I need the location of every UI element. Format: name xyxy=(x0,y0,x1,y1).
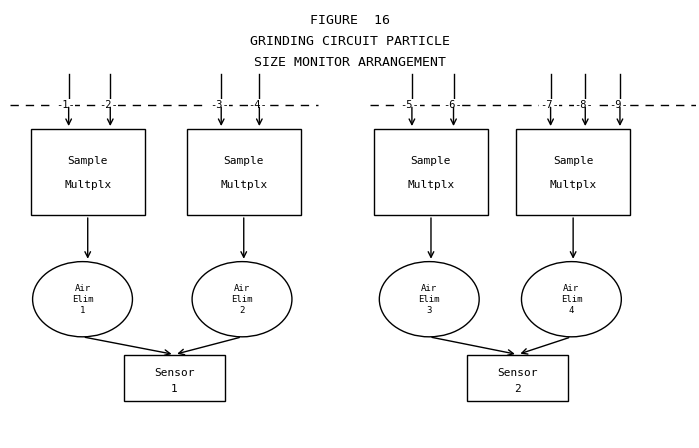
Text: -1-: -1- xyxy=(56,99,75,110)
Ellipse shape xyxy=(521,262,621,337)
Text: Sample: Sample xyxy=(224,156,264,166)
Bar xyxy=(468,354,568,401)
Text: Sensor: Sensor xyxy=(154,368,194,378)
Text: -8-: -8- xyxy=(575,99,593,110)
Text: -4-: -4- xyxy=(249,99,267,110)
Text: -6-: -6- xyxy=(442,99,461,110)
Ellipse shape xyxy=(192,262,292,337)
Bar xyxy=(124,354,224,401)
Text: -3-: -3- xyxy=(210,99,229,110)
Text: Air
Elim
4: Air Elim 4 xyxy=(561,284,582,315)
Text: Sensor: Sensor xyxy=(498,368,538,378)
Bar xyxy=(374,129,488,215)
Bar xyxy=(516,129,630,215)
Ellipse shape xyxy=(33,262,132,337)
Ellipse shape xyxy=(380,262,480,337)
Text: Sample: Sample xyxy=(68,156,108,166)
Text: Air
Elim
1: Air Elim 1 xyxy=(72,284,93,315)
Text: Multplx: Multplx xyxy=(549,180,597,190)
Text: Sample: Sample xyxy=(553,156,593,166)
Text: -7-: -7- xyxy=(540,99,559,110)
Text: 1: 1 xyxy=(171,384,178,394)
Text: Multplx: Multplx xyxy=(408,180,454,190)
Bar xyxy=(187,129,301,215)
Text: 2: 2 xyxy=(514,384,521,394)
Text: -2-: -2- xyxy=(99,99,117,110)
Text: Air
Elim
3: Air Elim 3 xyxy=(419,284,440,315)
Text: -9-: -9- xyxy=(610,99,628,110)
Text: SIZE MONITOR ARRANGEMENT: SIZE MONITOR ARRANGEMENT xyxy=(254,56,445,69)
Bar xyxy=(31,129,145,215)
Text: GRINDING CIRCUIT PARTICLE: GRINDING CIRCUIT PARTICLE xyxy=(250,35,449,48)
Text: Multplx: Multplx xyxy=(64,180,111,190)
Text: Air
Elim
2: Air Elim 2 xyxy=(231,284,253,315)
Text: Multplx: Multplx xyxy=(220,180,268,190)
Text: Sample: Sample xyxy=(411,156,452,166)
Text: FIGURE  16: FIGURE 16 xyxy=(310,14,389,27)
Text: -5-: -5- xyxy=(401,99,419,110)
